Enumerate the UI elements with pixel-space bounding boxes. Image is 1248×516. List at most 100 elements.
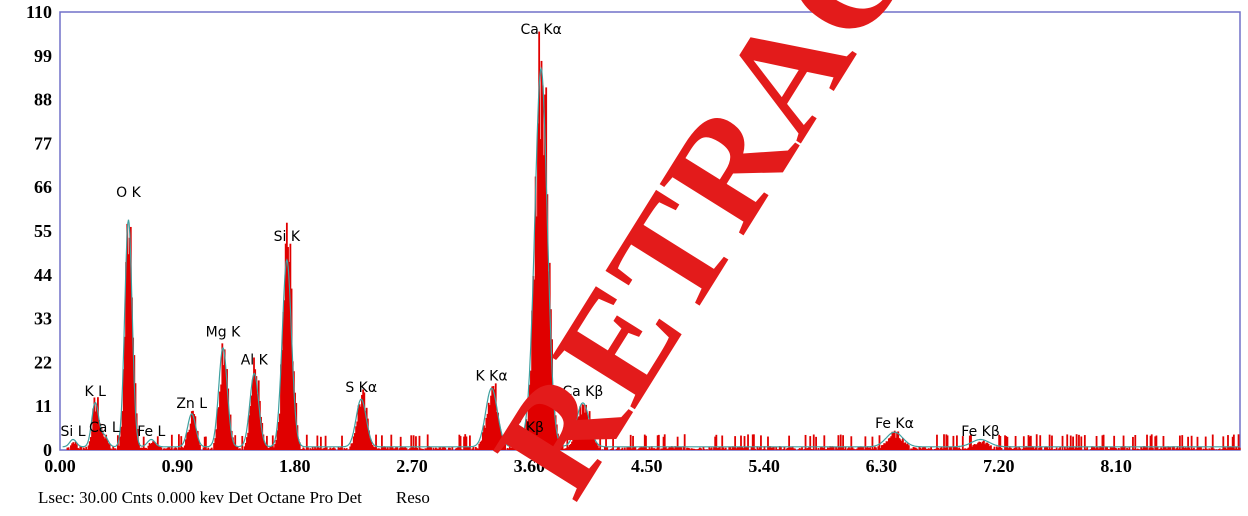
- spectrum-bar: [120, 426, 123, 450]
- spectrum-bar: [255, 376, 258, 450]
- spectrum-bar: [973, 444, 976, 450]
- spectrum-bar: [377, 448, 380, 450]
- spectrum-bar: [411, 446, 414, 450]
- spectrum-bar: [352, 436, 355, 450]
- spectrum-bar: [1180, 449, 1182, 450]
- spectrum-bar: [180, 436, 183, 450]
- spectrum-bar: [916, 448, 918, 450]
- spectrum-bar: [628, 446, 631, 450]
- spectrum-bar: [1069, 435, 1072, 450]
- spectrum-bar: [98, 419, 100, 450]
- spectrum-bar: [293, 371, 295, 450]
- spectrum-bar: [789, 447, 792, 450]
- spectrum-bar: [1027, 435, 1030, 450]
- y-tick-label: 77: [34, 133, 52, 153]
- spectrum-bar: [101, 431, 104, 450]
- spectrum-bar: [1006, 436, 1009, 450]
- spectrum-bar: [1078, 434, 1080, 450]
- spectrum-bar: [491, 386, 494, 450]
- spectrum-bar: [564, 448, 566, 450]
- spectrum-bar: [578, 416, 580, 450]
- spectrum-bar: [950, 446, 952, 450]
- spectrum-bar: [1049, 448, 1052, 450]
- spectrum-bar: [870, 449, 873, 450]
- spectrum-bar: [618, 447, 620, 450]
- spectrum-bar: [803, 448, 806, 450]
- spectrum-bar: [1190, 435, 1193, 450]
- spectrum-bar: [1106, 446, 1109, 450]
- spectrum-bar: [1183, 448, 1186, 450]
- spectrum-bar: [1229, 446, 1232, 450]
- spectrum-bar: [918, 446, 921, 450]
- spectrum-bar: [532, 276, 535, 450]
- spectrum-bar: [174, 447, 177, 450]
- spectrum-bar: [648, 446, 651, 450]
- spectrum-bar: [66, 447, 69, 450]
- spectrum-bar: [372, 446, 375, 450]
- y-axis: 0 11 22 33 44 55 66 77 88 99 110: [26, 2, 52, 460]
- spectrum-bar: [691, 448, 694, 450]
- spectrum-bar: [345, 448, 348, 450]
- spectrum-bar: [337, 446, 340, 450]
- spectrum-bar: [437, 448, 440, 450]
- spectrum-bar: [1015, 447, 1018, 450]
- spectrum-bar: [621, 447, 624, 450]
- spectrum-bar: [1095, 435, 1098, 450]
- spectrum-bar: [91, 431, 93, 450]
- spectrum-bar: [792, 448, 795, 450]
- spectrum-bar: [471, 448, 474, 450]
- spectrum-bar: [1089, 449, 1092, 450]
- spectrum-bar: [302, 447, 305, 450]
- spectrum-bar: [987, 444, 990, 450]
- spectrum-bar: [772, 446, 775, 450]
- spectrum-bar: [745, 446, 748, 450]
- spectrum-bar: [467, 447, 470, 450]
- spectrum-bar: [436, 448, 438, 450]
- spectrum-bar: [506, 448, 509, 450]
- spectrum-bar: [914, 447, 917, 450]
- y-tick-label: 110: [26, 2, 52, 22]
- spectrum-bar: [499, 429, 502, 450]
- spectrum-bar: [465, 436, 468, 450]
- spectrum-bar: [89, 437, 92, 450]
- spectrum-bar: [443, 446, 446, 450]
- spectrum-bar: [449, 447, 451, 450]
- spectrum-bar: [228, 414, 231, 450]
- spectrum-bar: [737, 447, 740, 450]
- spectrum-bar: [1224, 447, 1227, 450]
- spectrum-bar: [572, 435, 575, 450]
- spectrum-bar: [287, 247, 289, 450]
- x-tick-label: 3.60: [514, 456, 546, 476]
- spectrum-bar: [300, 449, 302, 450]
- spectrum-bar: [323, 448, 326, 450]
- spectrum-bar: [368, 430, 370, 450]
- spectrum-bar: [843, 449, 846, 450]
- spectrum-bar: [451, 447, 454, 450]
- spectrum-bar: [667, 448, 670, 450]
- spectrum-bar: [978, 441, 981, 450]
- spectrum-bar: [552, 391, 555, 450]
- spectrum-bar: [653, 448, 656, 450]
- spectrum-bar: [832, 446, 835, 450]
- spectrum-bar: [913, 447, 916, 450]
- spectrum-bar: [1148, 447, 1151, 450]
- spectrum-bar: [663, 434, 666, 450]
- spectrum-bar: [668, 446, 671, 450]
- spectrum-bar: [1191, 448, 1194, 450]
- spectrum-bar: [442, 447, 444, 450]
- spectrum-bar: [1135, 449, 1138, 450]
- spectrum-bar: [580, 414, 583, 450]
- spectrum-bar: [107, 443, 110, 450]
- spectrum-bar: [1115, 448, 1118, 450]
- spectrum-bar: [1200, 447, 1202, 450]
- spectrum-bar: [160, 447, 163, 450]
- spectrum-bar: [758, 446, 761, 450]
- y-tick-label: 0: [43, 440, 52, 460]
- spectrum-bar: [329, 447, 332, 450]
- spectrum-bar: [434, 447, 437, 450]
- spectrum-bar: [362, 389, 365, 450]
- spectrum-bar: [322, 448, 325, 450]
- spectrum-bar: [627, 446, 630, 450]
- spectrum-bar: [871, 436, 874, 450]
- spectrum-bar: [460, 449, 463, 450]
